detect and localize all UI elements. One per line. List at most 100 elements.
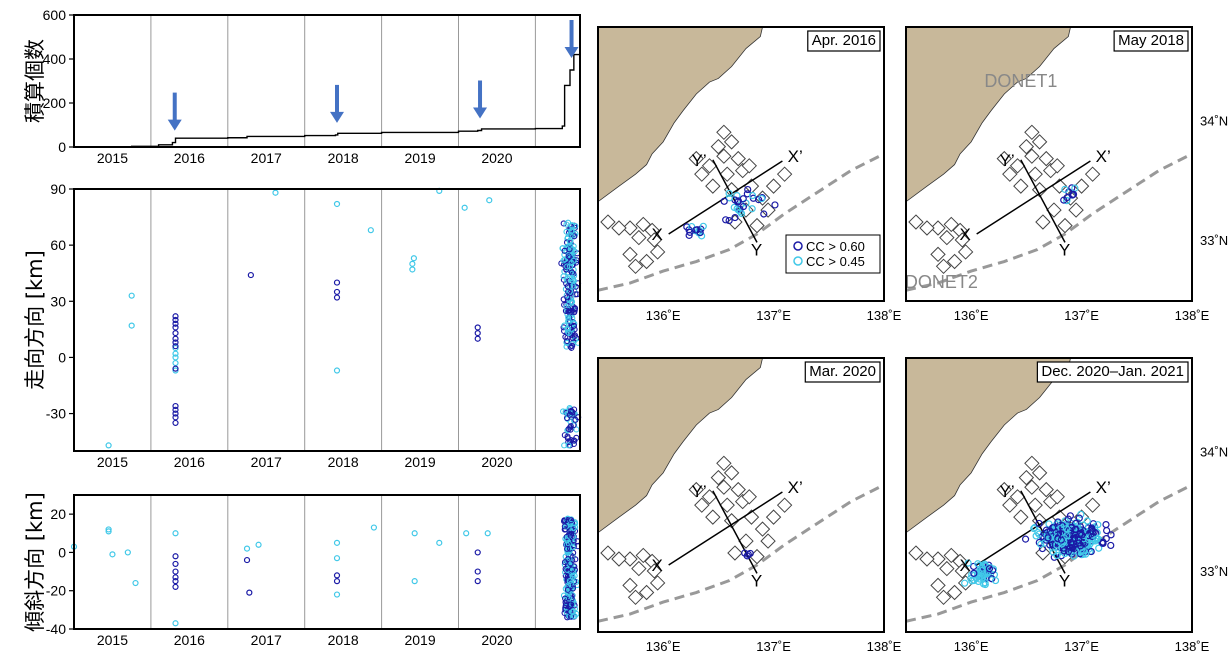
land-area	[906, 27, 1071, 203]
point-cc-high	[172, 335, 179, 342]
station-diamond	[930, 577, 946, 594]
event-cc-low	[1063, 532, 1071, 540]
point-cc-high	[172, 365, 179, 372]
event-cc-high	[1103, 526, 1111, 535]
map-x-tick-label: 138˚E	[867, 308, 902, 323]
map-y-tick-label: 34˚N	[1200, 113, 1228, 128]
point-cc-low	[367, 227, 374, 234]
point-cc-low	[132, 579, 139, 587]
event-cc-low	[725, 194, 734, 202]
point-cluster-2020	[563, 266, 570, 273]
legend-marker	[793, 256, 803, 266]
point-cluster-2020	[567, 238, 574, 245]
point-cc-low	[172, 354, 179, 361]
profile-x-line	[976, 160, 1091, 235]
point-cc-low	[436, 539, 443, 546]
point-cluster-2020	[571, 233, 578, 240]
event-cc-high	[1054, 518, 1062, 526]
event-cc-high	[683, 223, 691, 231]
event-cc-high	[1054, 535, 1062, 543]
event-cc-high	[1087, 547, 1095, 556]
profile-label: Y’	[1000, 482, 1015, 501]
map-title-box	[1113, 30, 1189, 52]
panel-frame	[73, 14, 581, 148]
point-cc-high	[247, 271, 254, 279]
station-diamond	[1084, 497, 1101, 513]
station-diamond	[1027, 497, 1043, 513]
y-axis-label: 傾斜方向 [km]	[23, 492, 47, 632]
point-cc-high	[172, 330, 179, 337]
event-cc-high	[734, 198, 742, 206]
point-cc-low	[272, 189, 279, 196]
point-cluster-2020	[560, 518, 568, 525]
profile-label: Y	[751, 572, 762, 591]
map-title: Mar. 2020	[809, 363, 876, 380]
x-tick-label: 2017	[251, 454, 282, 470]
point-cluster-2020	[569, 342, 576, 349]
point-cluster-2020	[570, 320, 577, 327]
y-tick-label: 60	[50, 237, 66, 253]
event-cc-low	[978, 566, 986, 574]
point-cluster-2020	[565, 595, 572, 602]
x-tick-label: 2017	[251, 632, 282, 648]
y-tick-label: -20	[46, 583, 66, 599]
map-x-tick-label: 136˚E	[646, 639, 681, 653]
x-tick-label: 2016	[174, 632, 205, 648]
point-cc-high	[172, 419, 179, 427]
map-title: Apr. 2016	[812, 32, 876, 49]
point-cluster-2020	[564, 294, 571, 301]
x-tick-label: 2017	[251, 150, 282, 166]
point-cc-low	[410, 255, 417, 262]
point-cluster-2020	[565, 253, 572, 260]
point-cc-high	[172, 320, 179, 327]
event-cc-high	[1102, 535, 1110, 543]
event-cc-high	[760, 210, 768, 218]
point-cluster-2020	[560, 257, 567, 264]
point-cluster-2020	[570, 257, 577, 264]
event-cc-low	[748, 205, 756, 213]
station-diamond	[694, 166, 710, 182]
event-cc-low	[1063, 196, 1071, 205]
map-panel: X X’ Y Y’ DONET1 DONET2 May 2018 136˚E 137˚E 138˚…	[905, 26, 1228, 323]
trough-line	[598, 152, 884, 292]
point-cluster-2020	[561, 322, 568, 329]
station-diamond	[1038, 481, 1054, 498]
event-cc-low	[734, 206, 743, 214]
event-cc-high	[720, 197, 728, 205]
event-cc-high	[1068, 544, 1077, 552]
point-cc-high	[172, 414, 179, 421]
map-panel: X X’ Y Y’ Mar. 2020 136˚E 137˚E 138˚E	[597, 357, 902, 653]
point-cluster-2020	[569, 222, 576, 229]
profile-label: X’	[1096, 147, 1111, 166]
station-diamond	[1018, 469, 1035, 486]
point-cc-low	[105, 528, 112, 535]
station-diamond	[716, 479, 732, 495]
station-diamond	[635, 547, 651, 564]
station-diamond	[1046, 202, 1062, 218]
station-diamond	[622, 551, 638, 567]
event-cc-high	[1049, 540, 1057, 549]
profile-label: X’	[788, 478, 803, 497]
point-cc-high	[474, 324, 481, 331]
point-cc-low	[172, 530, 179, 537]
event-cc-high	[1059, 530, 1067, 538]
point-cc-high	[172, 553, 179, 560]
map-x-tick-label: 136˚E	[646, 308, 681, 323]
station-diamond	[930, 246, 946, 263]
event-cc-high	[1060, 547, 1068, 555]
x-tick-label: 2019	[404, 150, 435, 166]
event-cc-low	[1095, 544, 1103, 552]
event-arrow-head	[329, 111, 344, 123]
point-cc-high	[474, 330, 481, 337]
station-diamond	[919, 220, 935, 236]
x-tick-label: 2020	[481, 454, 512, 470]
map-title-group: May 2018	[1113, 30, 1189, 52]
point-cluster-2020	[570, 322, 577, 329]
station-diamond	[649, 244, 666, 260]
point-cc-low	[333, 367, 341, 374]
point-cluster-2020	[564, 337, 571, 345]
station-diamond	[631, 560, 647, 577]
point-cluster-2020	[567, 562, 574, 569]
station-diamond	[930, 220, 946, 236]
